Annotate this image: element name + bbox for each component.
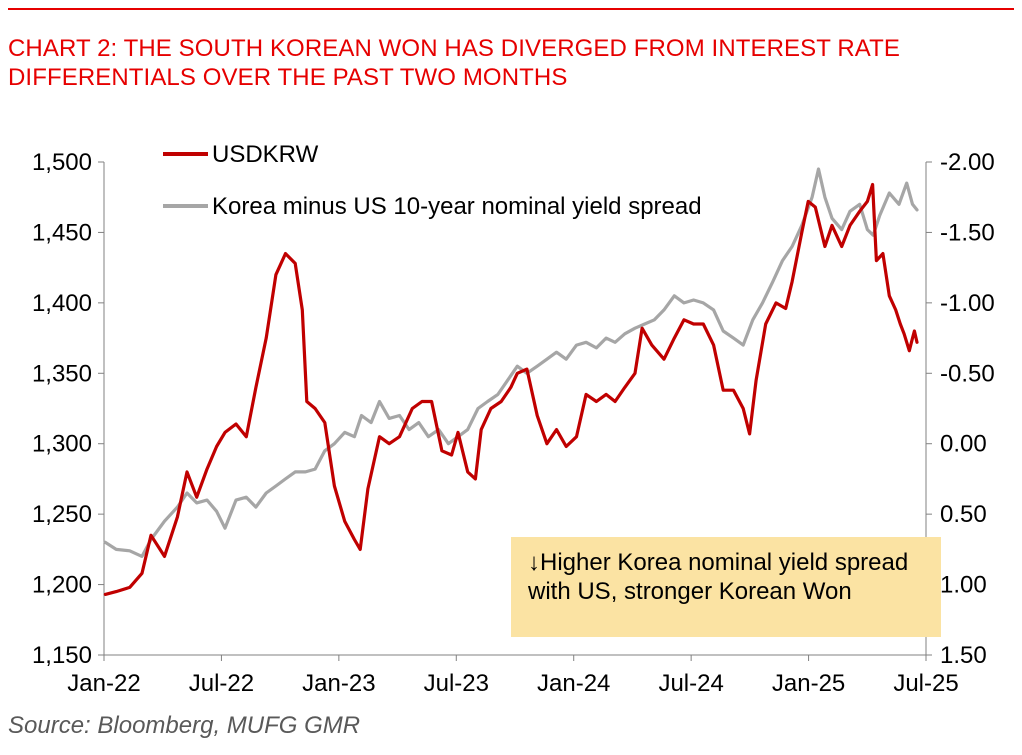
yield-spread-series-line: [103, 167, 919, 558]
x-axis-tick-label: Jan-25: [772, 670, 845, 697]
x-axis-tick-label: Jul-23: [424, 670, 489, 697]
annotation-box: ↓Higher Korea nominal yield spread with …: [511, 537, 941, 637]
left-axis-tick-label: 1,150: [32, 642, 92, 669]
left-axis-tick-label: 1,250: [32, 501, 92, 528]
left-axis-tick-label: 1,350: [32, 360, 92, 387]
x-axis-tick-label: Jan-23: [302, 670, 375, 697]
right-axis-tick-label: -1.50: [940, 219, 995, 246]
right-axis-tick-label: 0.00: [940, 431, 987, 458]
right-axis-tick-label: 1.50: [940, 642, 987, 669]
right-axis-tick-label: -0.50: [940, 360, 995, 387]
left-axis-tick-label: 1,300: [32, 431, 92, 458]
x-axis-tick-label: Jul-25: [893, 670, 958, 697]
x-axis-tick-label: Jul-24: [658, 670, 723, 697]
left-axis-tick-label: 1,400: [32, 290, 92, 317]
left-axis-tick-label: 1,450: [32, 219, 92, 246]
legend-yield-spread-label: Korea minus US 10-year nominal yield spr…: [212, 193, 702, 220]
top-rule: [8, 8, 1014, 10]
x-axis-tick-label: Jul-22: [189, 670, 254, 697]
left-axis-tick-label: 1,200: [32, 572, 92, 599]
x-axis-tick-label: Jan-22: [67, 670, 140, 697]
right-axis-tick-label: -2.00: [940, 149, 995, 176]
right-axis-tick-label: -1.00: [940, 290, 995, 317]
right-axis-tick-label: 0.50: [940, 501, 987, 528]
right-axis-tick-label: 1.00: [940, 572, 987, 599]
legend-usdkrw-label: USDKRW: [212, 141, 319, 168]
left-axis-tick-label: 1,500: [32, 149, 92, 176]
source-note: Source: Bloomberg, MUFG GMR: [8, 712, 361, 739]
usdkrw-series-line: [103, 182, 919, 596]
chart-title: CHART 2: THE SOUTH KOREAN WON HAS DIVERG…: [8, 35, 900, 91]
x-axis-tick-label: Jan-24: [537, 670, 610, 697]
